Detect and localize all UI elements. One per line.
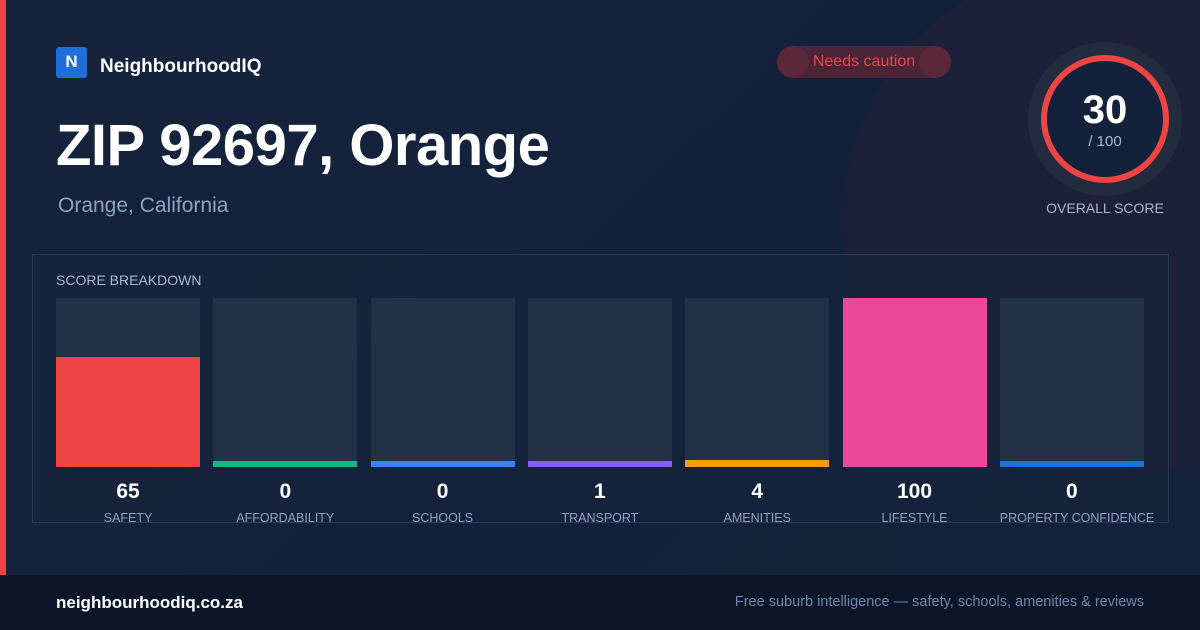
overall-score-label: OVERALL SCORE: [1046, 200, 1164, 216]
bar-category-label: LIFESTYLE: [881, 511, 948, 525]
bar: [999, 461, 1144, 467]
bar-value-label: 100: [896, 480, 933, 503]
score-column: 100 LIFESTYLE: [842, 298, 987, 525]
page-title: ZIP 92697, Orange: [56, 113, 550, 178]
bar: [527, 461, 672, 467]
brand-name: NeighbourhoodIQ: [100, 56, 262, 77]
bar-value-label: 65: [116, 480, 140, 503]
overall-score-max: / 100: [1088, 133, 1121, 150]
bar-track: [842, 298, 987, 467]
bar: [370, 461, 515, 467]
bar-category-label: PROPERTY CONFIDENCE: [999, 511, 1155, 525]
bar-value-label: 0: [436, 480, 449, 503]
bar: [213, 461, 358, 467]
footer-tagline: Free suburb intelligence — safety, schoo…: [734, 594, 1144, 610]
score-breakdown-panel: SCORE BREAKDOWN 65 SAFETY 0 AFFORDABILITY 0 S…: [32, 254, 1169, 525]
score-column: 1 TRANSPORT: [527, 298, 672, 525]
bar-value-label: 4: [751, 480, 764, 503]
score-column: 65 SAFETY: [56, 298, 200, 525]
bar-category-label: TRANSPORT: [561, 511, 639, 525]
brand[interactable]: N NeighbourhoodIQ: [56, 46, 261, 78]
score-column: 0 SCHOOLS: [370, 298, 515, 525]
score-column: 0 AFFORDABILITY: [213, 298, 358, 525]
bar-category-label: SCHOOLS: [412, 511, 474, 525]
bar-track: [999, 298, 1144, 467]
logo-icon: N: [56, 46, 87, 78]
hero: N NeighbourhoodIQ Needs caution ZIP 9269…: [0, 0, 1200, 575]
bar-category-label: SAFETY: [103, 511, 153, 525]
status-badge: Needs caution: [777, 46, 951, 78]
bar-category-label: AFFORDABILITY: [236, 511, 335, 525]
bar: [56, 357, 200, 467]
location-subtitle: Orange, California: [58, 194, 229, 217]
overall-score-value: 30: [1083, 88, 1128, 132]
bar-track: [370, 298, 515, 467]
score-column: 0 PROPERTY CONFIDENCE: [999, 298, 1155, 525]
bar-value-label: 0: [1065, 480, 1078, 503]
score-column: 4 AMENITIES: [685, 298, 830, 525]
footer-domain-link[interactable]: neighbourhoodiq.co.za: [56, 593, 243, 612]
bar: [685, 460, 830, 467]
bar-value-label: 1: [594, 480, 606, 503]
bar-category-label: AMENITIES: [723, 511, 791, 525]
score-breakdown-title: SCORE BREAKDOWN: [56, 272, 202, 288]
bar: [842, 298, 987, 467]
bar-track: [527, 298, 672, 467]
overall-score-gauge: 30 / 100: [1028, 42, 1182, 196]
footer: neighbourhoodiq.co.za Free suburb intell…: [0, 575, 1200, 630]
bar-track: [685, 298, 830, 467]
status-badge-label: Needs caution: [812, 53, 916, 70]
bar-track: [213, 298, 358, 467]
bar-value-label: 0: [279, 480, 292, 503]
overall-score-ring: [1041, 55, 1169, 183]
bar-track: [56, 298, 200, 467]
accent-strip: [0, 0, 6, 575]
